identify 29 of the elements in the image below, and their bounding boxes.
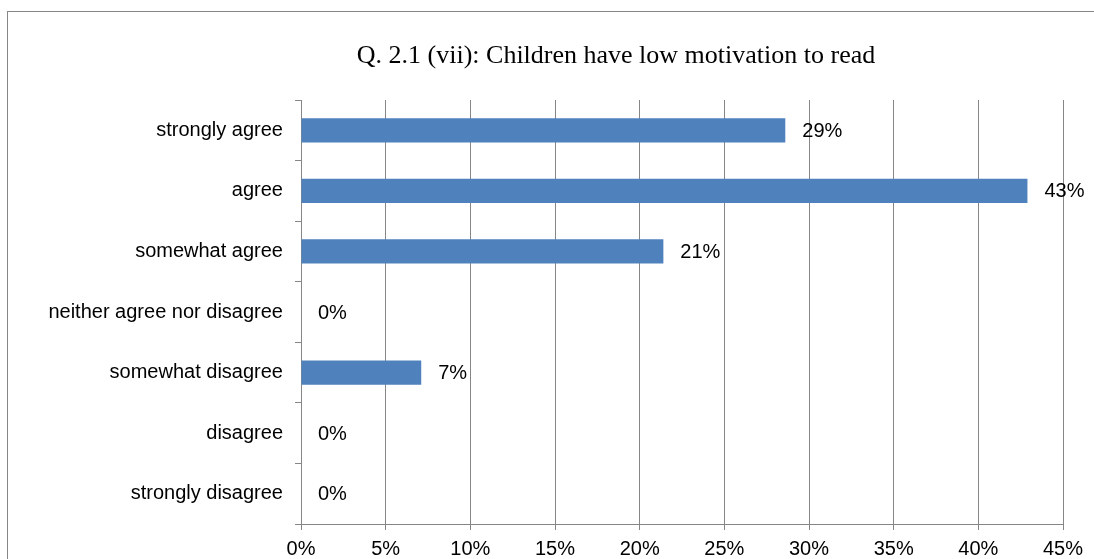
data-label: 0%	[318, 421, 348, 444]
y-tick-label: strongly disagree	[130, 481, 283, 504]
x-tick-label: 35%	[873, 536, 914, 559]
bar	[301, 360, 422, 385]
chart-title: Q. 2.1 (vii): Children have low motivation to read	[356, 39, 876, 69]
x-tick-label: 30%	[788, 536, 830, 559]
y-tick-label: strongly agree	[156, 117, 283, 140]
y-tick-label: somewhat agree	[135, 238, 283, 261]
x-tick-label: 45%	[1042, 536, 1084, 559]
data-label: 21%	[680, 239, 721, 262]
x-tick-label: 20%	[619, 536, 660, 559]
x-tick-label: 0%	[286, 536, 316, 559]
data-label: 43%	[1044, 179, 1085, 202]
x-tick-label: 25%	[704, 536, 745, 559]
data-label: 7%	[438, 361, 468, 384]
x-tick-label: 10%	[450, 536, 491, 559]
x-tick-label: 5%	[371, 536, 401, 559]
data-label: 29%	[802, 118, 843, 141]
bar	[301, 178, 1028, 203]
y-tick-label: disagree	[206, 420, 283, 443]
y-tick-label: neither agree nor disagree	[48, 299, 283, 322]
bar	[301, 118, 786, 143]
y-tick-label: somewhat disagree	[109, 360, 283, 383]
bar	[301, 239, 664, 264]
data-label: 0%	[318, 300, 348, 323]
y-tick-label: agree	[231, 178, 283, 201]
x-tick-label: 15%	[534, 536, 576, 559]
data-label: 0%	[318, 482, 348, 505]
x-tick-label: 40%	[958, 536, 999, 559]
